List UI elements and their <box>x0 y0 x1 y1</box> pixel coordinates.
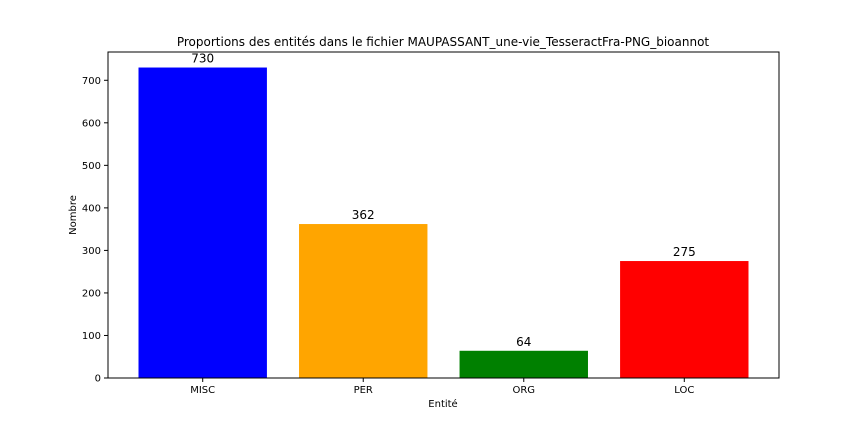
x-tick-label-misc: MISC <box>190 385 215 396</box>
y-tick-label-500: 500 <box>82 161 101 172</box>
x-tick-label-loc: LOC <box>674 385 694 396</box>
bar-misc <box>138 67 267 379</box>
y-tick-label-600: 600 <box>82 118 101 129</box>
bar-loc <box>620 261 749 378</box>
plot-frame <box>107 51 780 379</box>
x-tick-label-per: PER <box>354 385 373 396</box>
bar-org <box>459 350 588 378</box>
x-tick-label-org: ORG <box>512 385 535 396</box>
data-label-misc: 730 <box>191 52 214 66</box>
y-tick-label-700: 700 <box>82 76 101 87</box>
data-label-loc: 275 <box>673 245 696 259</box>
y-tick-label-400: 400 <box>82 203 101 214</box>
y-tick-label-200: 200 <box>82 288 101 299</box>
y-tick-label-0: 0 <box>95 374 101 385</box>
y-axis-label: Nombre <box>68 195 79 235</box>
x-axis: MISC PER ORG LOC <box>190 378 694 396</box>
data-label-org: 64 <box>516 335 531 349</box>
y-tick-label-100: 100 <box>82 331 101 342</box>
bars-group: 730 362 64 275 <box>138 52 749 379</box>
data-label-per: 362 <box>352 208 375 222</box>
x-axis-label: Entité <box>428 398 457 410</box>
y-axis: 0 100 200 300 400 500 600 700 <box>82 76 108 385</box>
bar-per <box>299 224 428 378</box>
chart-title: Proportions des entités dans le fichier … <box>177 35 710 49</box>
y-tick-label-300: 300 <box>82 246 101 257</box>
